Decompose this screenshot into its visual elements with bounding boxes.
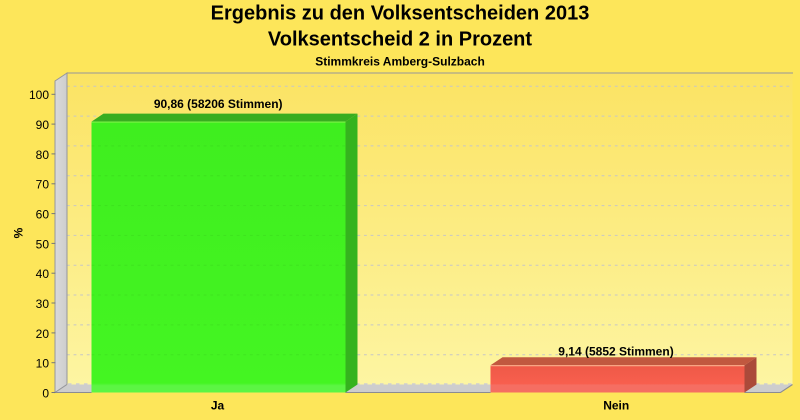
svg-text:50: 50 — [36, 237, 50, 251]
svg-text:10: 10 — [36, 357, 50, 371]
svg-text:Ergebnis zu den Volksentscheid: Ergebnis zu den Volksentscheiden 2013 — [211, 3, 590, 25]
svg-text:40: 40 — [36, 267, 50, 281]
svg-text:60: 60 — [36, 208, 50, 222]
svg-text:20: 20 — [36, 327, 50, 341]
svg-text:30: 30 — [36, 297, 50, 311]
svg-text:80: 80 — [36, 148, 50, 162]
svg-text:Volksentscheid 2 in Prozent: Volksentscheid 2 in Prozent — [268, 28, 532, 50]
svg-text:70: 70 — [36, 178, 50, 192]
svg-text:0: 0 — [42, 386, 49, 400]
svg-text:90: 90 — [36, 118, 50, 132]
svg-text:9,14 (5852 Stimmen): 9,14 (5852 Stimmen) — [558, 345, 673, 359]
svg-text:Ja: Ja — [211, 398, 225, 412]
svg-text:100: 100 — [29, 88, 49, 102]
svg-text:Nein: Nein — [603, 398, 629, 412]
svg-text:Stimmkreis Amberg-Sulzbach: Stimmkreis Amberg-Sulzbach — [315, 54, 485, 68]
svg-text:%: % — [11, 227, 25, 238]
svg-text:90,86 (58206 Stimmen): 90,86 (58206 Stimmen) — [154, 97, 283, 111]
